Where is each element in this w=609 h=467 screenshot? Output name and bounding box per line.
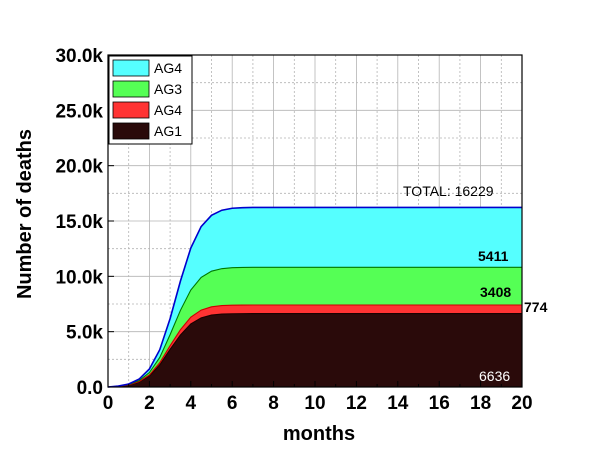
legend-label: AG1 (154, 123, 182, 139)
x-tick-label: 2 (144, 393, 155, 414)
x-tick-label: 4 (186, 393, 197, 414)
x-tick-label: 6 (227, 393, 238, 414)
legend-label: AG3 (154, 81, 182, 97)
y-tick-label: 5.0k (66, 323, 103, 344)
area-outline-ag1-0 (107, 313, 522, 388)
area-outline-ag4-1 (107, 304, 522, 388)
annotation-ag4-red-value: 774 (524, 299, 548, 315)
axis-ticks: 0 2 4 6 8 10 12 14 16 18 20 0.0 5.0k 10.0k 15.0k 20.0k 2… (55, 46, 532, 414)
y-axis-title: Number of deaths (14, 129, 36, 299)
legend-swatch-ag4 (112, 59, 150, 77)
annotation-ag1-value: 6636 (479, 368, 510, 384)
x-tick-label: 0 (103, 393, 114, 414)
annotation-ag4-value: 5411 (478, 248, 509, 264)
y-tick-label: 25.0k (55, 101, 103, 122)
legend-label: AG4 (154, 102, 182, 118)
x-tick-label: 16 (429, 393, 450, 414)
legend-swatch-ag1 (112, 122, 150, 140)
area-series-ag3-2 (108, 267, 522, 387)
y-tick-label: 0.0 (77, 378, 103, 399)
legend: AG4 AG3 AG4 AG1 (108, 55, 193, 145)
legend-swatch-ag3 (112, 80, 150, 98)
area-outline-group (107, 206, 522, 388)
x-tick-label: 10 (304, 393, 325, 414)
x-tick-label: 20 (511, 393, 532, 414)
x-axis-title: months (283, 423, 355, 445)
legend-label: AG4 (154, 60, 182, 76)
annotation-ag3-value: 3408 (480, 284, 511, 300)
y-tick-label: 20.0k (55, 157, 103, 178)
x-tick-label: 12 (346, 393, 367, 414)
x-tick-label: 18 (470, 393, 491, 414)
area-series-ag4-3 (108, 207, 522, 387)
x-tick-label: 8 (268, 393, 279, 414)
legend-swatch-ag4 (112, 101, 150, 119)
y-tick-label: 30.0k (55, 46, 103, 67)
area-series-ag1-0 (108, 313, 522, 387)
area-outline-ag4-3 (107, 206, 522, 388)
annotation-total: TOTAL: 16229 (403, 183, 494, 199)
y-tick-label: 10.0k (55, 267, 103, 288)
y-tick-label: 15.0k (55, 212, 103, 233)
area-outline-ag3-2 (107, 266, 522, 388)
x-tick-label: 14 (387, 393, 409, 414)
